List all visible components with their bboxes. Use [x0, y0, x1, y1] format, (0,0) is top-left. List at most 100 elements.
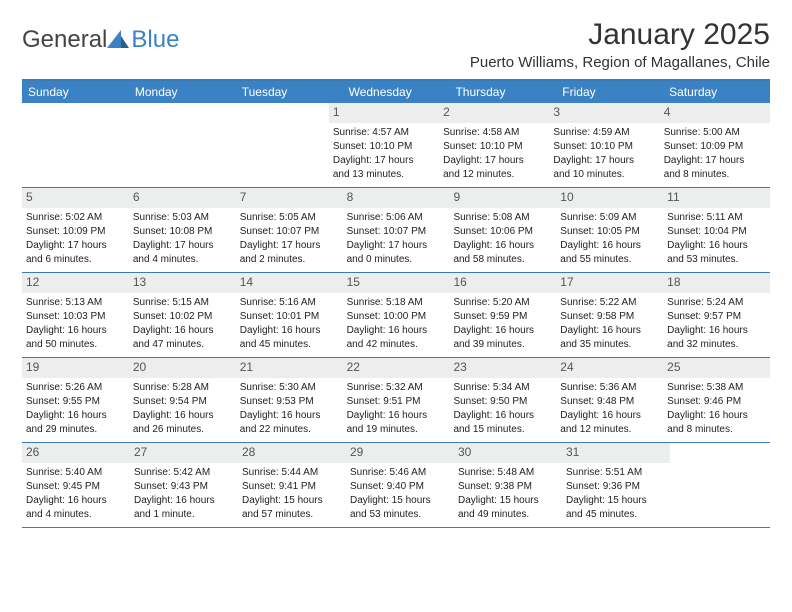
day-ss: Sunset: 10:09 PM [664, 140, 766, 153]
empty-cell [670, 443, 770, 527]
day-number: 30 [454, 443, 562, 463]
weeks-container: 1Sunrise: 4:57 AMSunset: 10:10 PMDayligh… [22, 103, 770, 528]
day-cell: 31Sunrise: 5:51 AMSunset: 9:36 PMDayligh… [562, 443, 670, 527]
day-details: Sunrise: 5:15 AMSunset: 10:02 PMDaylight… [133, 296, 232, 351]
calendar: SundayMondayTuesdayWednesdayThursdayFrid… [22, 79, 770, 528]
week-row: 1Sunrise: 4:57 AMSunset: 10:10 PMDayligh… [22, 103, 770, 188]
day-sr: Sunrise: 5:28 AM [133, 381, 232, 394]
day-ss: Sunset: 9:43 PM [134, 480, 234, 493]
day-ss: Sunset: 10:00 PM [347, 310, 446, 323]
day-sr: Sunrise: 5:42 AM [134, 466, 234, 479]
day-sr: Sunrise: 5:02 AM [26, 211, 125, 224]
day-d2: and 39 minutes. [453, 338, 552, 351]
day-cell: 9Sunrise: 5:08 AMSunset: 10:06 PMDayligh… [449, 188, 556, 272]
day-details: Sunrise: 5:24 AMSunset: 9:57 PMDaylight:… [667, 296, 766, 351]
day-ss: Sunset: 9:48 PM [560, 395, 659, 408]
day-d1: Daylight: 15 hours [458, 494, 558, 507]
day-cell: 18Sunrise: 5:24 AMSunset: 9:57 PMDayligh… [663, 273, 770, 357]
day-d1: Daylight: 17 hours [26, 239, 125, 252]
day-cell: 16Sunrise: 5:20 AMSunset: 9:59 PMDayligh… [449, 273, 556, 357]
day-d2: and 10 minutes. [553, 168, 655, 181]
month-title: January 2025 [470, 18, 770, 52]
day-sr: Sunrise: 5:00 AM [664, 126, 766, 139]
day-cell: 30Sunrise: 5:48 AMSunset: 9:38 PMDayligh… [454, 443, 562, 527]
day-number: 13 [129, 273, 236, 293]
weekday-header-row: SundayMondayTuesdayWednesdayThursdayFrid… [22, 81, 770, 103]
day-d2: and 1 minute. [134, 508, 234, 521]
day-cell: 7Sunrise: 5:05 AMSunset: 10:07 PMDayligh… [236, 188, 343, 272]
logo-text-part1: General [22, 26, 107, 54]
empty-cell [124, 103, 226, 187]
day-number: 6 [129, 188, 236, 208]
day-number: 19 [22, 358, 129, 378]
week-row: 5Sunrise: 5:02 AMSunset: 10:09 PMDayligh… [22, 188, 770, 273]
day-details: Sunrise: 5:42 AMSunset: 9:43 PMDaylight:… [134, 466, 234, 521]
weekday-saturday: Saturday [663, 81, 770, 103]
day-cell: 25Sunrise: 5:38 AMSunset: 9:46 PMDayligh… [663, 358, 770, 442]
day-d2: and 6 minutes. [26, 253, 125, 266]
day-ss: Sunset: 9:59 PM [453, 310, 552, 323]
day-ss: Sunset: 10:06 PM [453, 225, 552, 238]
day-cell: 17 Sunrise: 5:22 AMSunset: 9:58 PMDayligh… [556, 273, 663, 357]
day-ss: Sunset: 10:10 PM [553, 140, 655, 153]
day-d1: Daylight: 16 hours [240, 409, 339, 422]
day-details: Sunrise: 4:58 AMSunset: 10:10 PMDaylight… [443, 126, 545, 181]
day-ss: Sunset: 9:57 PM [667, 310, 766, 323]
day-d2: and 13 minutes. [333, 168, 435, 181]
day-sr: Sunrise: 4:57 AM [333, 126, 435, 139]
day-details: Sunrise: 5:09 AMSunset: 10:05 PMDaylight… [560, 211, 659, 266]
location-text: Puerto Williams, Region of Magallanes, C… [470, 54, 770, 71]
day-number: 29 [346, 443, 454, 463]
day-d1: Daylight: 17 hours [443, 154, 545, 167]
day-d1: Daylight: 16 hours [453, 239, 552, 252]
day-ss: Sunset: 10:09 PM [26, 225, 125, 238]
day-number: 2 [439, 103, 549, 123]
day-details: Sunrise: 5:34 AMSunset: 9:50 PMDaylight:… [453, 381, 552, 436]
day-details: Sunrise: 5:05 AMSunset: 10:07 PMDaylight… [240, 211, 339, 266]
day-cell: 4Sunrise: 5:00 AMSunset: 10:09 PMDayligh… [660, 103, 770, 187]
day-d2: and 45 minutes. [566, 508, 666, 521]
day-number: 23 [449, 358, 556, 378]
day-ss: Sunset: 9:51 PM [347, 395, 446, 408]
day-cell: 10Sunrise: 5:09 AMSunset: 10:05 PMDaylig… [556, 188, 663, 272]
day-number: 28 [238, 443, 346, 463]
day-sr: Sunrise: 5:05 AM [240, 211, 339, 224]
day-number: 21 [236, 358, 343, 378]
day-cell: 14Sunrise: 5:16 AMSunset: 10:01 PMDaylig… [236, 273, 343, 357]
day-sr: Sunrise: 4:58 AM [443, 126, 545, 139]
day-d2: and 15 minutes. [453, 423, 552, 436]
day-d1: Daylight: 16 hours [26, 409, 125, 422]
day-sr: Sunrise: 5:22 AM [560, 296, 659, 309]
day-cell: 2 Sunrise: 4:58 AMSunset: 10:10 PMDayligh… [439, 103, 549, 187]
day-cell: 20Sunrise: 5:28 AMSunset: 9:54 PMDayligh… [129, 358, 236, 442]
day-number: 17 [556, 273, 663, 293]
day-sr: Sunrise: 5:34 AM [453, 381, 552, 394]
day-details: Sunrise: 5:36 AMSunset: 9:48 PMDaylight:… [560, 381, 659, 436]
day-cell: 29 Sunrise: 5:46 AMSunset: 9:40 PMDayligh… [346, 443, 454, 527]
day-d2: and 42 minutes. [347, 338, 446, 351]
day-details: Sunrise: 5:46 AMSunset: 9:40 PMDaylight:… [350, 466, 450, 521]
day-details: Sunrise: 5:51 AMSunset: 9:36 PMDaylight:… [566, 466, 666, 521]
day-ss: Sunset: 9:58 PM [560, 310, 659, 323]
day-d1: Daylight: 17 hours [333, 154, 435, 167]
day-details: Sunrise: 5:26 AMSunset: 9:55 PMDaylight:… [26, 381, 125, 436]
day-sr: Sunrise: 5:40 AM [26, 466, 126, 479]
day-d1: Daylight: 17 hours [133, 239, 232, 252]
day-sr: Sunrise: 5:03 AM [133, 211, 232, 224]
day-ss: Sunset: 10:01 PM [240, 310, 339, 323]
day-cell: 1Sunrise: 4:57 AMSunset: 10:10 PMDayligh… [329, 103, 439, 187]
day-d1: Daylight: 16 hours [560, 409, 659, 422]
day-sr: Sunrise: 5:46 AM [350, 466, 450, 479]
day-sr: Sunrise: 5:30 AM [240, 381, 339, 394]
day-cell: 15Sunrise: 5:18 AMSunset: 10:00 PMDaylig… [343, 273, 450, 357]
day-details: Sunrise: 5:30 AMSunset: 9:53 PMDaylight:… [240, 381, 339, 436]
day-d1: Daylight: 16 hours [667, 324, 766, 337]
day-cell: 13 Sunrise: 5:15 AMSunset: 10:02 PMDaylig… [129, 273, 236, 357]
day-ss: Sunset: 10:03 PM [26, 310, 125, 323]
day-d1: Daylight: 16 hours [560, 324, 659, 337]
day-ss: Sunset: 10:10 PM [443, 140, 545, 153]
day-d2: and 53 minutes. [350, 508, 450, 521]
week-row: 19 Sunrise: 5:26 AMSunset: 9:55 PMDayligh… [22, 358, 770, 443]
logo-text-part2: Blue [131, 26, 179, 54]
day-cell: 24Sunrise: 5:36 AMSunset: 9:48 PMDayligh… [556, 358, 663, 442]
